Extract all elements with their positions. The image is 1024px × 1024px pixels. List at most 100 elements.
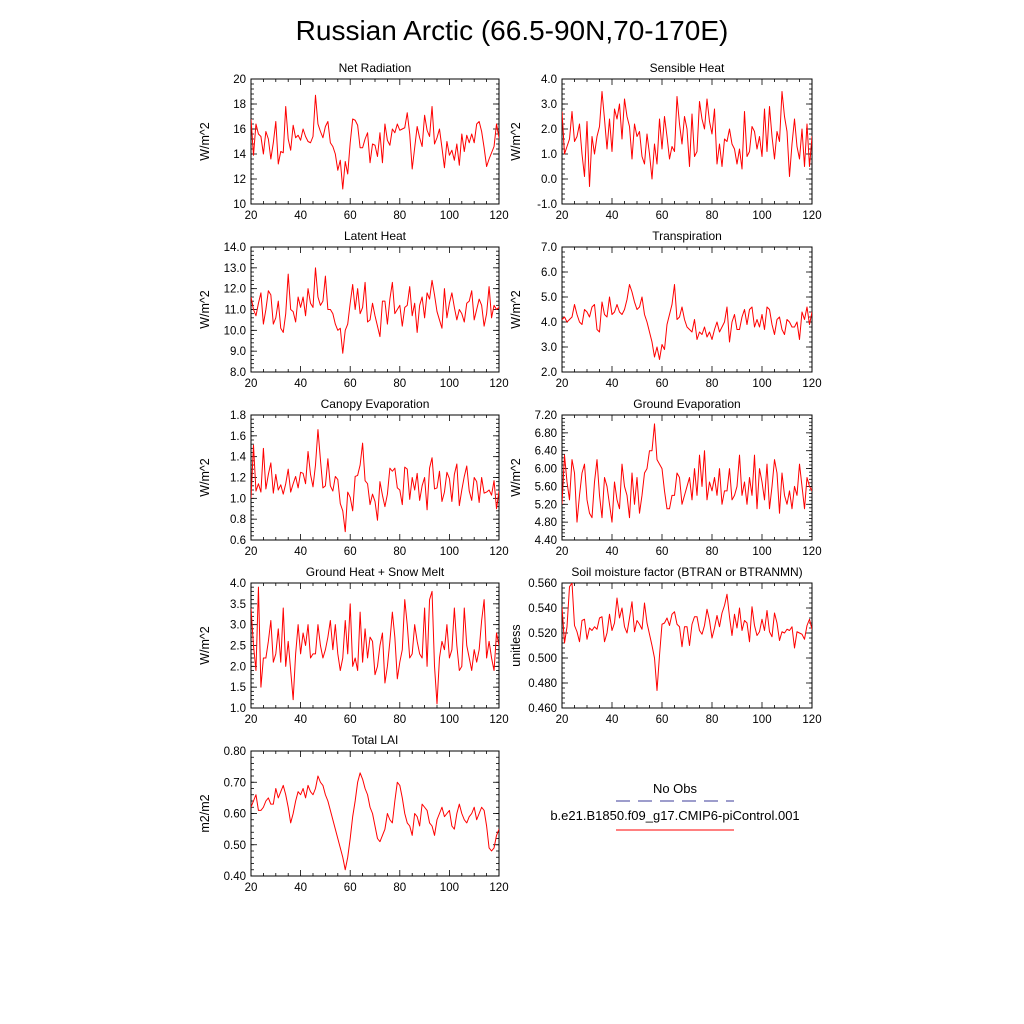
y-tick-label: 0.40 [224, 871, 246, 883]
x-tick-label: 120 [489, 210, 508, 222]
legend: No Obs b.e21.B1850.f09_g17.CMIP6-piContr… [550, 781, 800, 831]
y-tick-label: 18 [233, 99, 246, 111]
y-tick-label: 0.500 [528, 653, 557, 665]
x-tick-label: 20 [556, 546, 569, 558]
y-axis-label: unitless [509, 624, 523, 666]
legend-model-label: b.e21.B1850.f09_g17.CMIP6-piControl.001 [550, 808, 799, 823]
y-tick-label: 20 [233, 74, 246, 86]
x-tick-label: 100 [440, 210, 459, 222]
x-tick-label: 100 [752, 378, 771, 390]
y-tick-label: 2.0 [230, 661, 246, 673]
x-tick-label: 20 [245, 882, 258, 894]
y-tick-label: 5.60 [535, 481, 557, 493]
x-tick-label: 20 [245, 546, 258, 558]
y-tick-label: 1.0 [230, 493, 246, 505]
y-tick-label: 16 [233, 124, 246, 136]
y-tick-label: 0.480 [528, 678, 557, 690]
x-tick-label: 40 [294, 378, 307, 390]
plot-frame [561, 78, 813, 205]
panel-ground-heat-snow-melt: Ground Heat + Snow Melt 20 40 60 80 100 120 1.0… [198, 565, 509, 726]
y-tick-label: 0.60 [224, 809, 246, 821]
y-tick-label: 14 [233, 149, 246, 161]
x-tick-label: 60 [344, 210, 357, 222]
y-tick-label: 0.540 [528, 603, 557, 615]
y-tick-label: 4.0 [541, 74, 557, 86]
y-tick-label: 4.80 [535, 517, 557, 529]
series-line [562, 423, 812, 523]
x-tick-label: 20 [556, 378, 569, 390]
x-tick-label: 120 [489, 546, 508, 558]
y-axis-label: W/m^2 [198, 290, 212, 329]
x-tick-label: 60 [656, 210, 669, 222]
x-tick-label: 120 [489, 378, 508, 390]
y-tick-label: 0.460 [528, 703, 557, 715]
plot-frame [250, 78, 500, 205]
y-tick-label: 3.0 [230, 620, 246, 632]
y-tick-label: 13.0 [224, 263, 246, 275]
x-tick-label: 100 [752, 546, 771, 558]
panel-title: Latent Heat [344, 229, 407, 243]
x-tick-label: 100 [752, 714, 771, 726]
y-tick-label: -1.0 [537, 199, 557, 211]
panel-title: Soil moisture factor (BTRAN or BTRANMN) [571, 565, 802, 579]
y-axis-label: W/m^2 [509, 122, 523, 161]
panel-sensible-heat: Sensible Heat 20 40 60 80 100 120 -1.0 0.0 1.0 2.0… [509, 61, 822, 222]
y-tick-label: 0.8 [230, 514, 246, 526]
x-tick-label: 60 [344, 714, 357, 726]
y-tick-label: 3.0 [541, 99, 557, 111]
x-tick-label: 120 [802, 714, 821, 726]
plot-frame [561, 582, 813, 709]
panel-title: Ground Evaporation [633, 397, 740, 411]
panel-title: Ground Heat + Snow Melt [306, 565, 445, 579]
x-tick-label: 60 [656, 714, 669, 726]
series-line [251, 429, 499, 533]
panel-latent-heat: Latent Heat 20 40 60 80 100 120 8.0 9.0 10.0 11.0 1… [198, 229, 509, 390]
y-tick-label: 4.40 [535, 535, 557, 547]
x-tick-label: 80 [393, 714, 406, 726]
legend-obs-label: No Obs [653, 781, 698, 796]
series-line [562, 91, 812, 187]
y-tick-label: 10.0 [224, 325, 246, 337]
panel-net-radiation: Net Radiation 20 40 60 80 100 120 10 12 14 16 18 20 W… [198, 61, 509, 222]
y-tick-label: 1.0 [230, 703, 246, 715]
plot-frame [250, 246, 500, 373]
x-tick-label: 120 [802, 210, 821, 222]
x-tick-label: 80 [393, 882, 406, 894]
y-tick-label: 10 [233, 199, 246, 211]
x-tick-label: 120 [489, 714, 508, 726]
x-tick-label: 60 [656, 546, 669, 558]
series-line [251, 772, 499, 871]
x-tick-label: 100 [440, 714, 459, 726]
x-tick-label: 80 [706, 546, 719, 558]
y-tick-label: 6.80 [535, 428, 557, 440]
figure-title: Russian Arctic (66.5-90N,70-170E) [296, 15, 729, 46]
series-line [562, 284, 812, 360]
y-tick-label: 9.0 [230, 346, 246, 358]
y-tick-label: 0.80 [224, 746, 246, 758]
y-tick-label: 1.5 [230, 682, 246, 694]
x-tick-label: 20 [245, 210, 258, 222]
y-tick-label: 7.20 [535, 410, 557, 422]
y-tick-label: 0.50 [224, 840, 246, 852]
y-tick-label: 7.0 [541, 242, 557, 254]
x-tick-label: 40 [294, 882, 307, 894]
x-tick-label: 60 [344, 546, 357, 558]
panel-canopy-evaporation: Canopy Evaporation 20 40 60 80 100 120 0.6 0.8 1.… [198, 397, 509, 558]
x-tick-label: 120 [489, 882, 508, 894]
panel-transpiration: Transpiration 20 40 60 80 100 120 2.0 3.0 4.0 5.0 6… [509, 229, 822, 390]
y-tick-label: 0.6 [230, 535, 246, 547]
y-tick-label: 6.40 [535, 446, 557, 458]
y-tick-label: 2.5 [230, 641, 246, 653]
series-line [251, 586, 499, 705]
y-axis-label: m2/m2 [198, 794, 212, 832]
y-tick-label: 2.0 [541, 367, 557, 379]
y-tick-label: 2.0 [541, 124, 557, 136]
panel-title: Canopy Evaporation [321, 397, 430, 411]
y-tick-label: 3.0 [541, 342, 557, 354]
x-tick-label: 100 [752, 210, 771, 222]
x-tick-label: 40 [294, 714, 307, 726]
x-tick-label: 40 [606, 546, 619, 558]
panel-soil-moisture-factor-btran-or-btranmn: Soil moisture factor (BTRAN or BTRANMN) 2… [509, 565, 822, 726]
x-tick-label: 100 [440, 882, 459, 894]
